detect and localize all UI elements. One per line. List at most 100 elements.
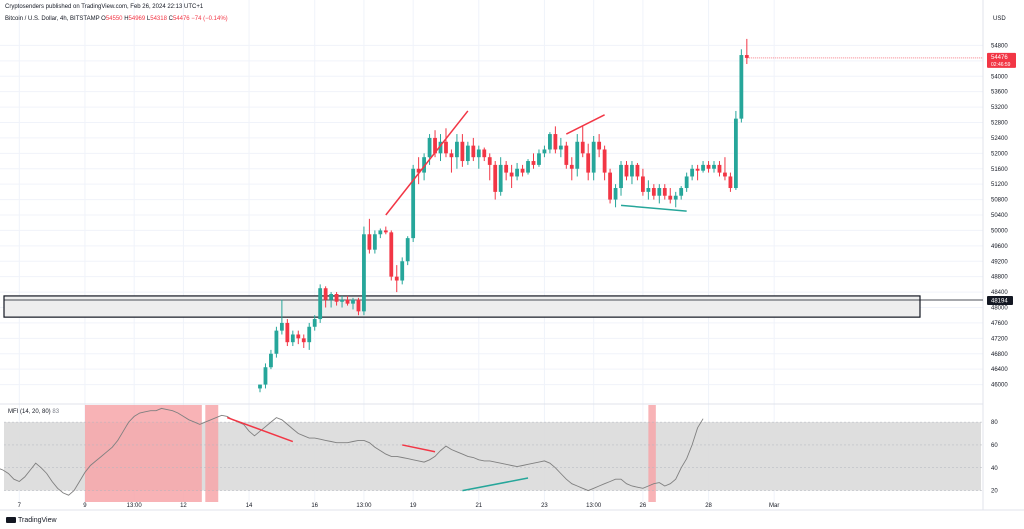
candle-body — [542, 149, 547, 154]
candle-body — [269, 353, 273, 368]
price-tick-label: 46400 — [991, 367, 1008, 373]
candle-body — [433, 137, 437, 154]
mfi-trendline — [462, 477, 529, 492]
candle-body — [476, 149, 481, 158]
ohlc-label: L — [146, 16, 151, 22]
price-tick-label: 53600 — [991, 90, 1008, 96]
candle — [651, 184, 656, 200]
candle — [340, 295, 344, 308]
price-tick-label: 52000 — [991, 151, 1008, 157]
price-trendline — [385, 110, 469, 216]
candle — [290, 330, 295, 347]
candle-body — [296, 334, 301, 339]
time-tick-label: 26 — [640, 503, 647, 509]
candle — [641, 168, 645, 196]
candle-body — [602, 149, 607, 173]
candle — [307, 322, 312, 350]
candle-body — [597, 141, 602, 150]
candle — [564, 141, 569, 169]
candle-body — [394, 276, 399, 281]
candle — [258, 384, 262, 393]
tradingview-logo-icon — [6, 517, 16, 524]
candle-body — [657, 188, 662, 196]
ohlc-c: C54476 — [169, 16, 192, 22]
candle-body — [323, 288, 328, 300]
candle — [569, 157, 574, 181]
tradingview-footer: TradingView — [6, 517, 57, 524]
candle — [679, 186, 684, 200]
candle-body — [564, 145, 569, 165]
candle-body — [679, 188, 684, 196]
candle-body — [717, 164, 722, 173]
candle-body — [591, 141, 596, 173]
price-trendline — [620, 204, 687, 212]
candle-body — [537, 153, 541, 165]
candle-body — [400, 261, 405, 281]
candle — [690, 164, 695, 181]
candle-body — [646, 188, 651, 192]
candle — [471, 137, 476, 162]
candle — [383, 226, 388, 235]
time-tick-label: 9 — [83, 503, 87, 509]
time-tick-label: 23 — [541, 503, 548, 509]
time-tick-label: 13:00 — [356, 503, 372, 509]
candle — [318, 284, 323, 323]
candle — [619, 161, 623, 196]
mfi-highlight — [648, 405, 656, 502]
candle — [608, 168, 612, 204]
price-change: −74 (−0.14%) — [191, 16, 228, 22]
candle-body — [662, 188, 667, 196]
candle-body — [465, 145, 470, 162]
candle-body — [509, 172, 514, 177]
candle — [279, 299, 284, 335]
candle — [405, 236, 410, 266]
candle-body — [651, 188, 656, 196]
price-tick-label: 51200 — [991, 182, 1008, 188]
candle-body — [515, 168, 519, 177]
candle-body — [619, 164, 623, 189]
candle — [455, 134, 459, 169]
candle-body — [411, 168, 416, 239]
price-tick-label: 53200 — [991, 105, 1008, 111]
candle — [602, 145, 607, 181]
candle-body — [690, 168, 695, 177]
candle-body — [307, 326, 312, 343]
candle — [630, 161, 634, 185]
candle — [723, 157, 727, 181]
ohlc-o: O54550 — [101, 16, 124, 22]
candle-body — [553, 134, 558, 150]
ohlc-label: C — [168, 16, 173, 22]
time-tick-label: 14 — [246, 503, 253, 509]
price-tick-label: 50400 — [991, 213, 1008, 219]
candle-body — [285, 322, 290, 343]
candle — [400, 257, 405, 285]
candle — [285, 319, 290, 347]
candle — [394, 265, 399, 293]
candle-body — [301, 338, 306, 343]
time-tick-label: 13:00 — [586, 503, 602, 509]
ohlc-values: O54550 H54969 L54318 C54476 — [101, 16, 191, 22]
candle — [597, 134, 602, 158]
candle-body — [706, 164, 711, 169]
candle-body — [438, 141, 443, 154]
publisher-line: Cryptosenders published on TradingView.c… — [5, 4, 204, 10]
candle-body — [569, 164, 574, 169]
candle — [372, 230, 377, 254]
currency-label: USD — [993, 16, 1006, 22]
candle-body — [723, 172, 727, 177]
candle-body — [416, 168, 421, 173]
candle-body — [531, 161, 536, 165]
candle-body — [449, 153, 454, 158]
candle — [301, 334, 306, 348]
candle-body — [258, 384, 262, 389]
candle — [411, 164, 416, 242]
candle-body — [548, 134, 552, 150]
candle-body — [739, 55, 744, 119]
candle-body — [526, 161, 530, 173]
symbol-legend: Bitcoin / U.S. Dollar, 4h, BITSTAMP O545… — [5, 16, 228, 22]
candle-body — [367, 234, 372, 250]
time-tick-label: 28 — [705, 503, 712, 509]
price-tick-label: 47200 — [991, 336, 1008, 342]
candle-body — [340, 299, 344, 302]
